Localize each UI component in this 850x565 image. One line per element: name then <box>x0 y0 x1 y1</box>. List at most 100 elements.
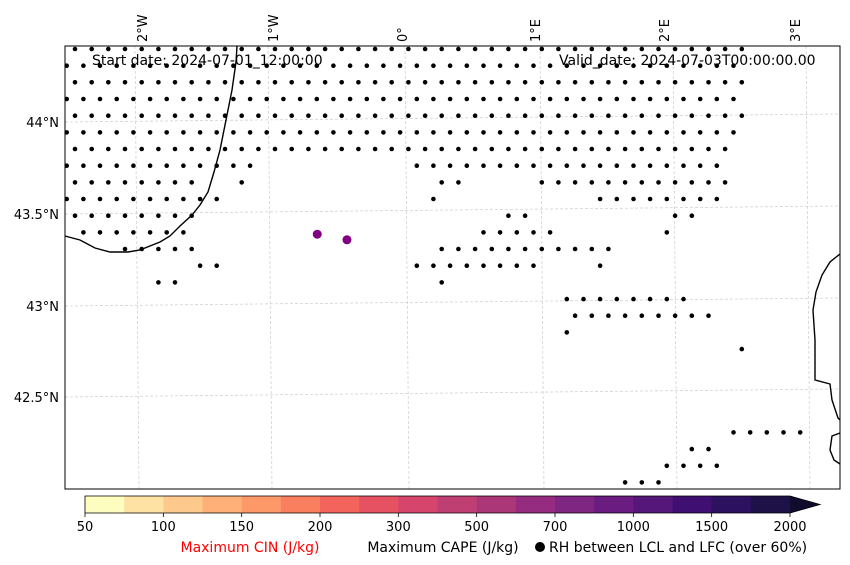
rh-dot <box>506 80 511 85</box>
rh-dot <box>556 146 561 152</box>
rh-dot <box>264 96 270 102</box>
lon-tick-label: 1°E <box>529 19 544 42</box>
rh-dot <box>706 446 711 452</box>
rh-dot <box>272 46 278 52</box>
rh-dot <box>497 63 503 68</box>
rh-dot <box>514 130 520 135</box>
rh-dot <box>222 146 228 152</box>
rh-dot <box>389 113 395 118</box>
rh-dot <box>189 113 194 118</box>
rh-dot <box>239 146 244 152</box>
rh-dot <box>589 113 595 118</box>
rh-dot <box>589 313 595 319</box>
rh-dot <box>147 196 153 202</box>
rh-dot <box>539 80 545 85</box>
rh-dot <box>464 263 470 269</box>
rh-dot <box>539 246 545 252</box>
rh-dot <box>706 313 711 319</box>
rh-dot <box>356 80 361 85</box>
rh-dot <box>564 130 570 135</box>
rh-dot <box>256 113 261 118</box>
rh-dot <box>706 113 711 118</box>
rh-dot <box>331 96 336 102</box>
rh-dot <box>722 180 728 185</box>
rh-dot <box>531 230 536 235</box>
rh-dot <box>81 163 86 168</box>
rh-dot <box>247 63 253 68</box>
lon-tick-labels: 2°W 1°W 0° 1°E 2°E 3°E <box>136 14 804 42</box>
rh-dot <box>231 163 236 168</box>
rh-dot <box>447 63 453 68</box>
rh-dot <box>556 80 561 85</box>
rh-dot <box>181 130 186 135</box>
rh-dot <box>339 46 345 52</box>
rh-dot <box>564 296 570 302</box>
rh-dot <box>389 80 395 85</box>
rh-dot <box>356 113 361 118</box>
rh-dot <box>214 96 219 102</box>
colorbar-segment <box>241 496 282 513</box>
rh-dot <box>714 96 720 102</box>
rh-dot <box>464 96 470 102</box>
rh-dot <box>331 130 336 135</box>
rh-dot <box>272 113 278 118</box>
rh-dot <box>439 113 445 118</box>
rh-dot <box>72 113 78 118</box>
rh-dot <box>206 146 211 152</box>
colorbar-segment <box>750 496 791 513</box>
rh-dot <box>481 130 486 135</box>
rh-dot <box>547 96 553 102</box>
rh-dot <box>539 146 545 152</box>
rh-dot <box>522 80 528 85</box>
colorbar <box>84 495 822 514</box>
rh-dot <box>289 46 295 52</box>
rh-dot <box>614 296 620 302</box>
coastline-right <box>812 253 841 421</box>
rh-dot <box>464 163 470 168</box>
rh-dot <box>631 63 636 68</box>
rh-dot <box>306 146 311 152</box>
valid-date-label: Valid_date: 2024-07-03T00:00:00.00 <box>559 53 816 69</box>
rh-dot <box>372 146 378 152</box>
rh-dot <box>347 96 353 102</box>
rh-dot <box>447 163 453 168</box>
rh-dot <box>572 146 578 152</box>
rh-dot <box>406 146 411 152</box>
rh-dot <box>797 430 803 435</box>
rh-dot <box>122 46 128 52</box>
rh-dot <box>106 46 111 52</box>
rh-dot <box>489 113 495 118</box>
rh-dot <box>422 113 428 118</box>
rh-dot <box>722 146 728 152</box>
rh-dot <box>222 80 228 85</box>
coastline-left <box>64 45 238 253</box>
rh-dot <box>181 230 186 235</box>
rh-dot <box>231 130 236 135</box>
rh-dot <box>206 80 211 85</box>
rh-dot <box>131 196 136 202</box>
rh-dot <box>681 96 686 102</box>
rh-dot <box>689 146 695 152</box>
cin-point <box>342 235 352 245</box>
rh-dot <box>472 113 478 118</box>
parallel-line <box>64 388 841 398</box>
rh-dot <box>164 230 169 235</box>
rh-dot <box>114 196 119 202</box>
rh-dot <box>731 63 736 68</box>
rh-dot <box>664 163 670 168</box>
rh-dot <box>414 63 420 68</box>
rh-dot <box>364 130 370 135</box>
rh-dot <box>656 313 661 319</box>
rh-dot <box>539 46 545 52</box>
rh-dot <box>572 80 578 85</box>
rh-dot <box>64 96 69 102</box>
rh-dot <box>581 63 586 68</box>
rh-dot <box>406 46 411 52</box>
colorbar-segment <box>476 496 517 513</box>
rh-dot <box>139 180 144 185</box>
meridian-line <box>404 45 410 490</box>
rh-dot <box>506 246 511 252</box>
rh-dot <box>281 96 286 102</box>
rh-dot <box>656 113 661 118</box>
colorbar-segment <box>555 496 595 513</box>
